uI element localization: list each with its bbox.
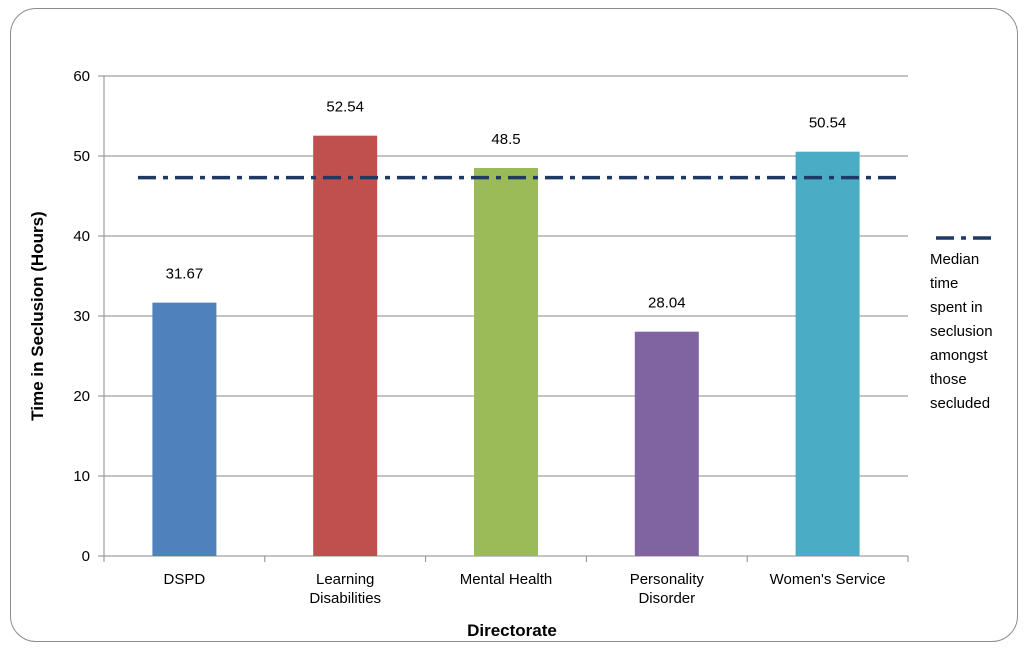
legend-label-median: Median time spent in seclusion amongst those s… [930,251,993,412]
bar-0 [152,302,217,556]
bar-3 [634,331,699,556]
data-label-1: 52.54 [326,99,364,116]
bar-4 [795,151,860,556]
category-label-4: Women's Service [770,571,886,588]
bar-1 [313,135,378,556]
category-label-1: Learning Disabilities [309,571,381,607]
data-label-4: 50.54 [809,115,847,132]
y-tick-label: 30 [73,308,90,325]
data-label-2: 48.5 [491,131,520,148]
x-axis-title: Directorate [467,621,557,640]
y-tick-label: 40 [73,228,90,245]
y-tick-label: 20 [73,388,90,405]
y-tick-label: 0 [82,548,90,565]
category-label-3: Personality Disorder [630,571,705,607]
y-axis-title: Time in Seclusion (Hours) [28,211,47,420]
category-label-2: Mental Health [460,571,553,588]
data-label-0: 31.67 [166,266,204,283]
y-tick-label: 50 [73,148,90,165]
bar-2 [474,168,538,556]
y-tick-label: 10 [73,468,90,485]
category-label-0: DSPD [164,571,206,588]
y-tick-label: 60 [73,68,90,85]
data-label-3: 28.04 [648,295,686,312]
